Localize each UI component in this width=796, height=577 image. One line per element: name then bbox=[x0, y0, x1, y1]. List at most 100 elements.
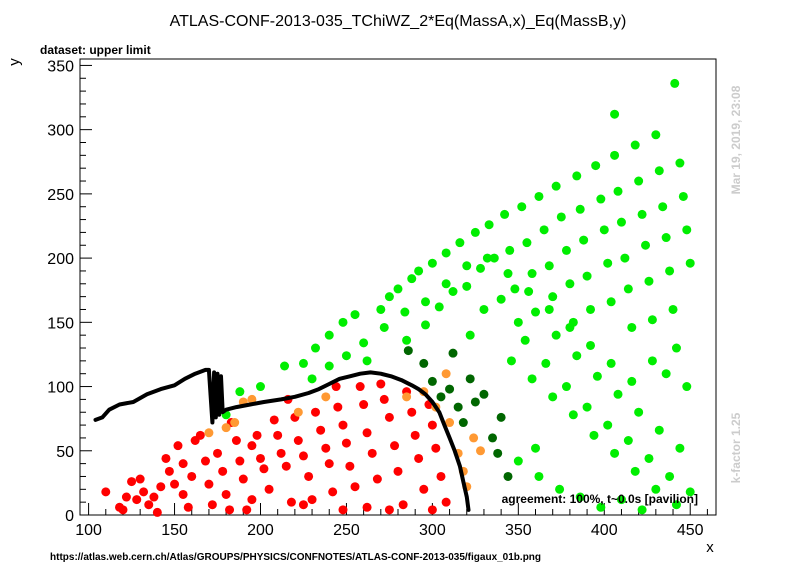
data-point-allowed bbox=[634, 176, 644, 186]
data-point-allowed bbox=[307, 374, 317, 384]
data-point-allowed bbox=[484, 220, 494, 230]
data-point-excluded bbox=[247, 495, 257, 505]
data-point-allowed bbox=[479, 304, 489, 314]
data-point-allowed bbox=[654, 425, 664, 435]
data-point-excluded bbox=[187, 471, 197, 481]
data-point-allowed bbox=[359, 338, 369, 348]
data-point-allowed bbox=[482, 253, 492, 263]
data-point-allowed bbox=[470, 227, 480, 237]
data-point-allowed bbox=[661, 369, 671, 379]
data-point-allowed bbox=[572, 351, 582, 361]
data-point-excluded bbox=[407, 407, 417, 417]
data-point-allowed bbox=[565, 322, 575, 332]
data-point-allowed bbox=[682, 382, 692, 392]
data-point-allowed-border bbox=[453, 402, 463, 412]
x-tick-label: 400 bbox=[591, 522, 618, 539]
data-point-excluded bbox=[204, 479, 214, 489]
data-point-excluded bbox=[132, 495, 142, 505]
data-point-excluded bbox=[307, 495, 317, 505]
data-point-allowed bbox=[630, 466, 640, 476]
data-point-excluded bbox=[170, 479, 180, 489]
data-point-allowed bbox=[668, 304, 678, 314]
data-point-allowed bbox=[685, 487, 695, 497]
data-point-allowed bbox=[376, 304, 386, 314]
data-point-allowed-border bbox=[465, 374, 475, 384]
data-point-excluded bbox=[127, 477, 137, 487]
data-point-excluded bbox=[242, 505, 252, 515]
data-point-allowed bbox=[589, 430, 599, 440]
data-point-allowed bbox=[658, 202, 668, 212]
data-point-allowed bbox=[613, 389, 623, 399]
data-point-allowed bbox=[280, 361, 290, 371]
data-point-allowed bbox=[462, 261, 472, 271]
data-point-allowed bbox=[623, 435, 633, 445]
data-point-allowed bbox=[441, 279, 451, 289]
data-point-allowed bbox=[637, 209, 647, 219]
data-point-allowed bbox=[665, 266, 675, 276]
data-point-allowed bbox=[393, 284, 403, 294]
data-point-excluded bbox=[316, 425, 326, 435]
data-point-allowed bbox=[338, 317, 348, 327]
data-point-excluded bbox=[298, 451, 308, 461]
data-point-excluded-border bbox=[441, 369, 451, 379]
data-point-allowed-border bbox=[493, 448, 503, 458]
agreement-annotation: agreement: 100%, t~0.0s [pavilion] bbox=[502, 492, 698, 506]
data-point-excluded bbox=[372, 474, 382, 484]
data-point-allowed bbox=[434, 302, 444, 312]
data-point-excluded bbox=[252, 430, 262, 440]
data-point-excluded bbox=[410, 430, 420, 440]
data-point-allowed bbox=[556, 212, 566, 222]
data-point-excluded bbox=[238, 474, 248, 484]
data-point-allowed bbox=[465, 330, 475, 340]
data-point-excluded bbox=[247, 441, 257, 451]
data-point-excluded bbox=[218, 466, 228, 476]
data-point-excluded bbox=[427, 420, 437, 430]
data-point-allowed bbox=[670, 78, 680, 88]
data-point-excluded-border bbox=[321, 392, 331, 402]
data-point-allowed bbox=[527, 269, 537, 279]
data-point-allowed bbox=[448, 286, 458, 296]
data-point-excluded bbox=[341, 438, 351, 448]
data-point-allowed-border bbox=[503, 471, 513, 481]
data-point-excluded-border bbox=[476, 446, 486, 456]
data-point-allowed-border bbox=[470, 397, 480, 407]
exclusion-line bbox=[93, 367, 471, 512]
data-point-allowed-border bbox=[403, 346, 413, 356]
data-point-allowed bbox=[496, 294, 506, 304]
data-point-excluded bbox=[121, 492, 131, 502]
data-point-allowed-border bbox=[448, 348, 458, 358]
data-point-allowed bbox=[644, 453, 654, 463]
data-point-allowed bbox=[402, 335, 412, 345]
data-point-allowed bbox=[582, 271, 592, 281]
data-point-allowed bbox=[616, 495, 626, 505]
x-tick-label: 100 bbox=[75, 522, 102, 539]
data-point-allowed bbox=[610, 109, 620, 119]
data-point-allowed bbox=[505, 245, 515, 255]
data-point-excluded-border bbox=[293, 407, 303, 417]
data-point-allowed bbox=[575, 204, 585, 214]
data-point-allowed bbox=[651, 484, 661, 494]
y-tick-label: 0 bbox=[65, 508, 74, 525]
data-point-allowed bbox=[620, 253, 630, 263]
data-point-allowed bbox=[551, 330, 561, 340]
x-tick-label: 150 bbox=[161, 522, 188, 539]
data-point-allowed bbox=[548, 292, 558, 302]
data-point-allowed bbox=[647, 356, 657, 366]
data-point-excluded bbox=[338, 420, 348, 430]
x-tick-label: 450 bbox=[677, 522, 704, 539]
data-point-allowed bbox=[534, 191, 544, 201]
data-point-excluded bbox=[427, 505, 437, 515]
data-point-excluded bbox=[255, 453, 265, 463]
data-point-allowed bbox=[586, 340, 596, 350]
data-point-allowed-border bbox=[436, 392, 446, 402]
data-point-allowed bbox=[255, 382, 265, 392]
chart-title: ATLAS-CONF-2013-035_TChiWZ_2*Eq(MassA,x)… bbox=[170, 13, 627, 30]
data-point-allowed bbox=[671, 500, 681, 510]
data-point-allowed bbox=[539, 225, 549, 235]
data-point-allowed bbox=[298, 358, 308, 368]
y-tick-label: 100 bbox=[47, 380, 74, 397]
data-point-allowed bbox=[606, 358, 616, 368]
data-point-excluded bbox=[200, 456, 210, 466]
data-point-allowed bbox=[324, 330, 334, 340]
